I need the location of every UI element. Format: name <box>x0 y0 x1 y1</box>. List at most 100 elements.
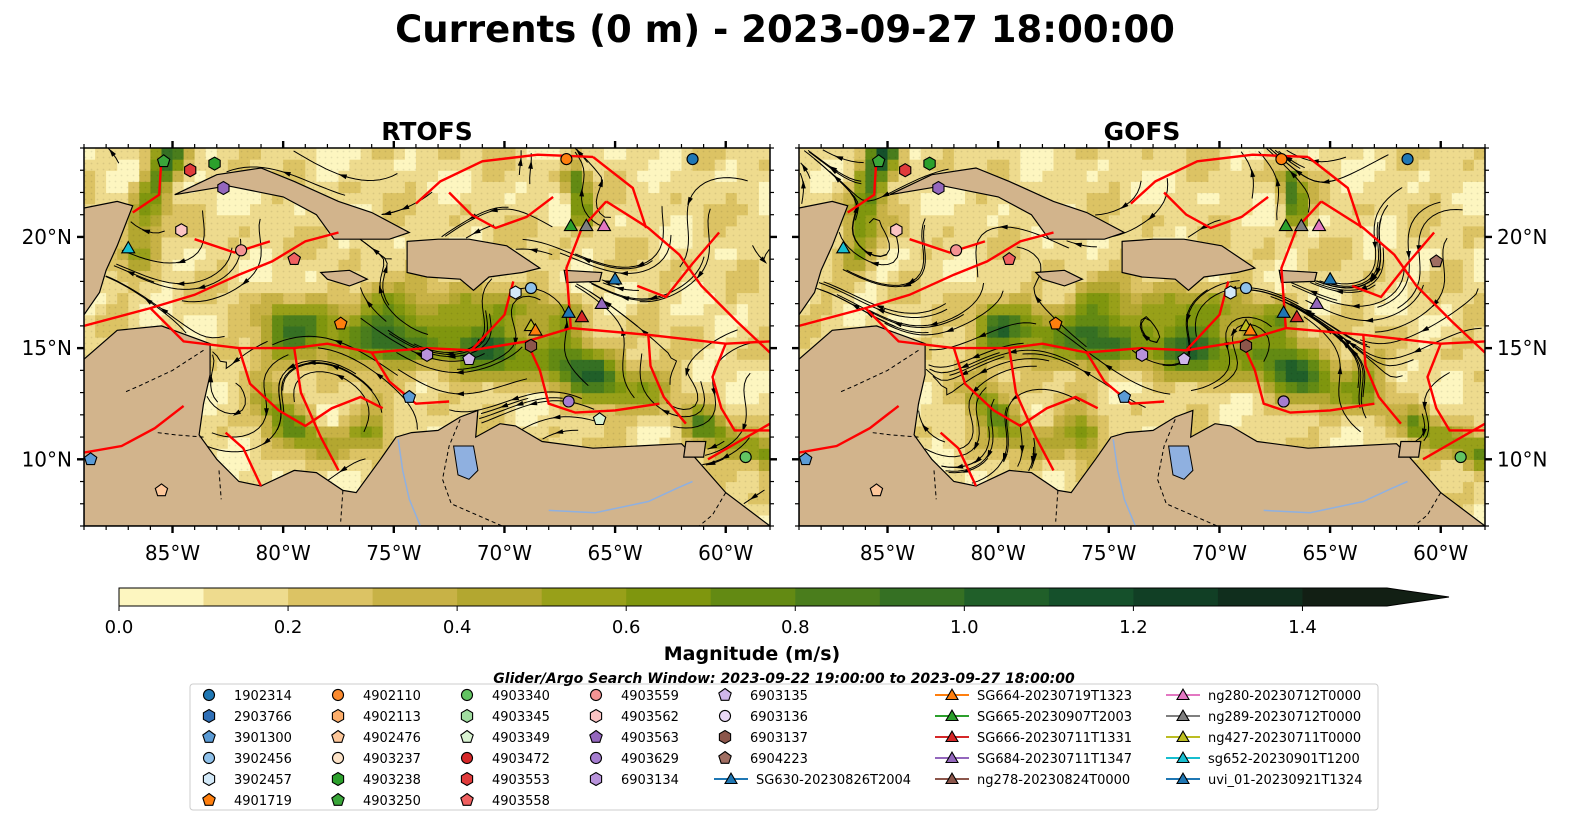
legend-label: SG664-20230719T1323 <box>977 689 1132 704</box>
legend-marker <box>1176 729 1190 743</box>
legend-label: uvi_01-20230921T1324 <box>1208 773 1362 788</box>
observation-marker <box>563 218 579 232</box>
legend-entry: 6903135 <box>718 687 808 704</box>
x-tick-label: 60°W <box>1413 541 1468 565</box>
legend-marker <box>331 729 345 743</box>
observation-marker <box>1224 285 1237 300</box>
observation-marker <box>799 452 813 466</box>
legend-label: ng427-20230711T0000 <box>1208 731 1361 746</box>
observation-marker <box>156 154 171 168</box>
x-tick-label: 65°W <box>587 541 642 565</box>
legend-entry: 4903553 <box>460 771 550 788</box>
legend-entry: 4903250 <box>331 792 421 809</box>
legend-label: sg652-20230901T1200 <box>1208 752 1360 767</box>
legend-label: ng278-20230824T0000 <box>977 773 1130 788</box>
observation-marker <box>208 156 221 171</box>
colorbar-tick-label: 1.4 <box>1288 617 1317 638</box>
colorbar-segment <box>879 588 965 606</box>
legend-entry: 6903137 <box>718 729 808 746</box>
map-panels: 85°W 80°W 75°W 70°W 65°W 60°W 10°N 15°N 20°N RTOF… <box>22 117 1548 565</box>
legend-label: 6904223 <box>750 752 808 767</box>
colorbar-tick-label: 1.2 <box>1119 617 1148 638</box>
y-tick-label: 20°N <box>1497 225 1547 249</box>
legend-label: 4903237 <box>363 752 421 767</box>
observation-marker <box>154 483 169 497</box>
lake-maracaibo <box>453 445 479 480</box>
observation-marker <box>1277 395 1290 408</box>
colorbar-extend-arrow <box>1387 588 1449 606</box>
observation-marker <box>528 322 543 336</box>
legend-entry: 4902113 <box>331 708 421 725</box>
colorbar-segment <box>203 588 289 606</box>
legend-items: 1902314 2903766 3901300 3902456 3902457 49017… <box>202 687 1362 809</box>
axis-ticks <box>77 141 777 533</box>
legend-marker <box>945 729 959 743</box>
observation-marker <box>175 223 188 238</box>
observation-marker <box>899 163 912 178</box>
legend-marker <box>589 751 603 765</box>
land <box>84 167 770 526</box>
legend-marker <box>202 771 216 787</box>
observation-marker <box>923 156 936 171</box>
legend-entry: SG630-20230826T2004 <box>714 771 911 788</box>
observation-marker <box>333 316 348 330</box>
legend-label: 3901300 <box>234 731 292 746</box>
legend-label: ng289-20230712T0000 <box>1208 710 1361 725</box>
legend-label: 1902314 <box>234 689 292 704</box>
axis-ticks <box>792 141 1492 533</box>
legend-label: SG665-20230907T2003 <box>977 710 1132 725</box>
legend-marker <box>718 729 732 745</box>
legend-label: 4903553 <box>492 773 550 788</box>
legend-entry: 4903237 <box>331 751 421 767</box>
legend-marker <box>1176 708 1190 722</box>
colorbar-label: Magnitude (m/s) <box>664 643 841 665</box>
observation-marker <box>524 338 538 354</box>
observation-marker <box>1276 304 1292 318</box>
colorbar-segment <box>710 588 796 606</box>
observation-marker <box>462 352 476 366</box>
legend-label: 4902476 <box>363 731 421 746</box>
legend-marker <box>718 709 732 723</box>
colorbar-segment <box>372 588 458 606</box>
observation-marker <box>596 218 612 232</box>
legend-marker <box>460 729 474 743</box>
observation-marker <box>560 153 573 166</box>
observation-marker <box>871 154 886 168</box>
colorbar: 0.0 0.2 0.4 0.6 0.8 1.0 1.2 1.4 <box>105 587 1450 638</box>
legend-entry: ng427-20230711T0000 <box>1166 729 1361 746</box>
observation-marker <box>607 271 623 285</box>
land <box>799 167 1485 526</box>
legend-entry: 3901300 <box>202 729 292 746</box>
legend-entry: 6903136 <box>718 709 808 725</box>
observation-marker <box>592 412 607 426</box>
observation-marker <box>686 153 699 166</box>
legend-label: 4903559 <box>621 689 679 704</box>
colorbar-tick-label: 0.0 <box>105 617 134 638</box>
legend-entry: 4902476 <box>331 729 421 746</box>
observation-marker <box>402 389 417 403</box>
legend-marker <box>1176 687 1190 701</box>
legend-marker <box>945 687 959 701</box>
x-tick-label: 85°W <box>860 541 915 565</box>
legend-marker <box>589 688 603 702</box>
legend-entry: 6903134 <box>589 771 679 788</box>
legend-label: 4903472 <box>492 752 550 767</box>
observation-marker <box>835 240 851 254</box>
legend-entry: 3902457 <box>202 771 292 788</box>
legend-label: 6903137 <box>750 731 808 746</box>
observation-marker <box>578 218 594 232</box>
legend-entry: 4901719 <box>202 792 292 809</box>
legend-marker <box>589 708 603 724</box>
legend-marker <box>331 792 345 806</box>
legend-label: 4903250 <box>363 794 421 809</box>
legend-marker <box>460 751 474 765</box>
legend-marker <box>460 708 474 724</box>
observation-marker <box>890 223 903 238</box>
observation-marker <box>574 309 590 323</box>
observation-marker <box>84 452 98 466</box>
colorbar-segment <box>1048 588 1134 606</box>
observation-marker <box>217 180 230 196</box>
observation-marker <box>1278 218 1294 232</box>
colorbar-tick-label: 0.8 <box>781 617 810 638</box>
